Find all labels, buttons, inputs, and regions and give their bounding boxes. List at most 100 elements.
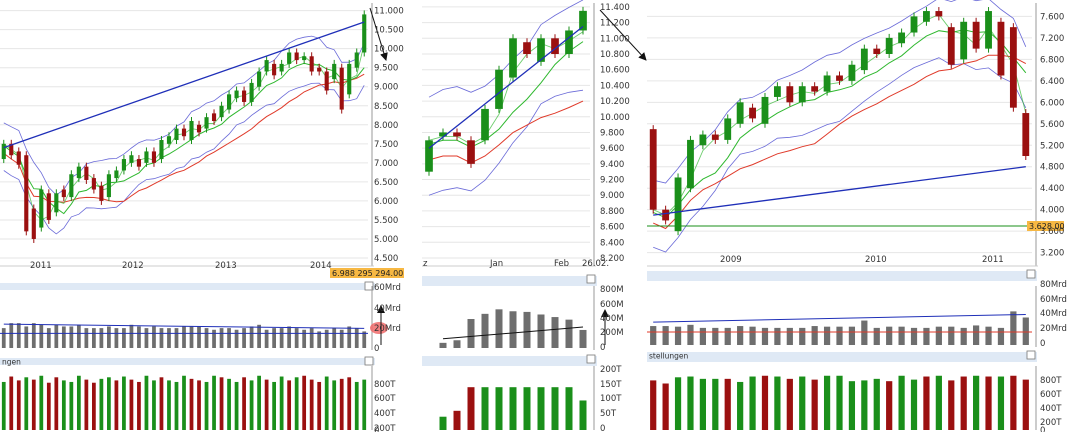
candle-body [935, 11, 943, 17]
candle-body [249, 82, 254, 102]
candle-body [31, 208, 36, 239]
candle-body [211, 113, 217, 121]
indicator-bar [674, 377, 682, 430]
last-value-box [1027, 221, 1064, 231]
volume-trend-line [653, 314, 1026, 323]
last-value-tag: 6.988 295 294.00 [332, 269, 403, 278]
volume-bar [848, 326, 856, 345]
indicator-bar [579, 400, 587, 430]
volume-bar [836, 326, 843, 345]
y-tick-label: 9.000 [374, 83, 398, 93]
indicator-bar [985, 376, 992, 430]
volume-bar [662, 326, 669, 345]
candle-body [997, 21, 1005, 76]
volume-tick-label: 20Mrd [1040, 324, 1067, 334]
volume-bar [973, 325, 980, 345]
indicator-bar [836, 375, 843, 430]
x-tick-label: 2010 [865, 255, 887, 265]
indicator-bar [1010, 375, 1017, 430]
volume-bar [227, 328, 231, 348]
candle-body [495, 69, 503, 109]
indicator-header [422, 356, 597, 366]
volume-bar [84, 328, 89, 348]
indicator-bar [712, 378, 719, 430]
indicator-bar [189, 378, 194, 430]
volume-bar [264, 329, 269, 348]
candle-body [204, 117, 209, 129]
volume-bar [467, 319, 475, 348]
volume-bar [551, 317, 559, 348]
candle-body [121, 159, 126, 171]
indicator-bar [242, 377, 246, 430]
candle-body [579, 10, 587, 31]
candle-body [257, 71, 262, 87]
indicator-bar [354, 381, 359, 430]
volume-bar [309, 328, 314, 348]
y-tick-label: 5.600 [1040, 120, 1064, 130]
y-tick-label: 6.400 [1040, 77, 1064, 87]
volume-bar [997, 327, 1005, 345]
candle-body [144, 151, 149, 163]
candle-body [69, 174, 74, 198]
x-tick-label: 2011 [30, 261, 52, 271]
candle-body [749, 107, 756, 119]
indicator-bar [197, 380, 201, 430]
indicator-bar [786, 378, 793, 430]
candle-body [467, 140, 475, 164]
x-tick-label: z [423, 259, 428, 269]
volume-bar [354, 328, 359, 348]
indicator-bar [997, 376, 1005, 430]
indicator-bar [249, 380, 254, 430]
indicator-bar [362, 379, 367, 430]
candle-body [61, 189, 66, 198]
candle-body [114, 170, 119, 179]
candle-body [362, 14, 367, 53]
volume-bar [1, 328, 6, 348]
volume-bar [332, 328, 337, 348]
indicator-bar [687, 376, 694, 430]
volume-bar [495, 309, 503, 348]
volume-bar [481, 313, 489, 348]
volume-bar [182, 326, 186, 348]
candle-body [910, 16, 918, 33]
indicator-bar [107, 377, 111, 430]
x-tick-label: 2009 [720, 255, 742, 265]
y-tick-label: 8.800 [600, 207, 624, 217]
y-tick-label: 9.200 [600, 176, 624, 186]
volume-bar [565, 319, 573, 348]
indicator-bar [699, 378, 706, 430]
indicator-bar [309, 379, 314, 430]
volume-bar [242, 328, 246, 348]
candle-body [136, 159, 142, 167]
indicator-bar [439, 416, 447, 430]
indicator-bar [823, 375, 831, 430]
indicator-tick-label: 600T [374, 394, 396, 404]
candle-body [481, 108, 489, 141]
volume-tick-label: 400M [600, 314, 624, 324]
candle-body [873, 48, 881, 54]
candle-body [159, 140, 164, 160]
y-tick-label: 8.200 [600, 254, 624, 264]
volume-tick-label: 80Mrd [1040, 280, 1067, 290]
candle-body [294, 52, 299, 61]
y-tick-label: 7.000 [374, 159, 398, 169]
indicator-tick-label: 200T [1040, 418, 1062, 428]
indicator-bar [811, 379, 818, 430]
indicator-bar [61, 380, 66, 430]
y-tick-label: 9.600 [600, 144, 624, 154]
candle-body [565, 30, 573, 54]
lower-band-line [428, 89, 584, 196]
volume-bar [339, 329, 344, 348]
y-tick-label: 10.000 [374, 45, 404, 55]
indicator-bar [873, 378, 880, 430]
candle-body [279, 63, 284, 72]
x-tick-label: 26.02. [582, 259, 609, 269]
candle-body [129, 155, 134, 163]
last-value-tag: 3.628.00 [1029, 222, 1065, 231]
candle-body [811, 86, 819, 92]
arrow-icon [369, 7, 388, 61]
volume-bar [523, 311, 531, 348]
volume-bar [76, 324, 81, 348]
volume-bar [24, 326, 29, 348]
volume-bar [509, 311, 517, 348]
